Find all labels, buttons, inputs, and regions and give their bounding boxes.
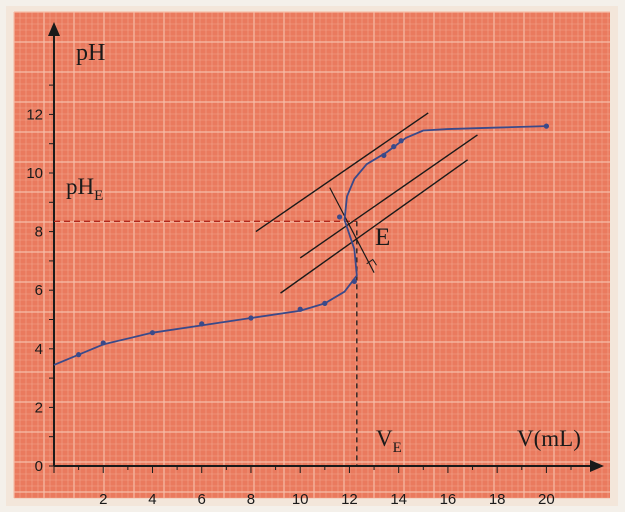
equivalence-guides xyxy=(54,187,377,466)
data-point xyxy=(351,278,357,285)
data-point xyxy=(543,123,550,129)
grid-lines xyxy=(13,11,610,499)
y-tick-label: 2 xyxy=(35,399,43,416)
ph-e-main: pH xyxy=(66,174,94,199)
x-tick-label: 2 xyxy=(99,491,107,508)
ph-e-subscript: E xyxy=(94,188,103,204)
y-tick-label: 10 xyxy=(26,165,43,182)
titration-curve xyxy=(53,125,547,366)
x-axis-label: V(mL) xyxy=(517,426,581,451)
x-tick-label: 8 xyxy=(247,491,255,508)
tick-marks: 2 4 6 8 10 12 14 16 18 20 0 2 4 6 8 10 12 xyxy=(26,84,572,508)
data-point xyxy=(199,321,205,327)
tangent-lines xyxy=(255,112,478,294)
y-tick-label: 0 xyxy=(35,458,43,475)
v-e-subscript: E xyxy=(393,440,402,456)
data-point xyxy=(336,214,343,220)
v-e-main: V xyxy=(376,426,393,451)
titration-curve-group xyxy=(53,125,547,366)
y-axis-arrow xyxy=(48,22,60,36)
y-tick-label: 12 xyxy=(26,106,43,123)
y-tick-label: 8 xyxy=(35,224,43,241)
data-point xyxy=(398,138,404,144)
data-point xyxy=(322,300,328,306)
v-e-label: VE xyxy=(376,426,402,456)
axis-labels: pH V(mL) pHE VE E xyxy=(66,40,581,456)
plot-background xyxy=(14,12,610,498)
x-tick-label: 10 xyxy=(292,491,309,508)
data-point xyxy=(100,340,106,346)
x-tick-label: 16 xyxy=(440,491,457,508)
data-point xyxy=(149,330,156,336)
tangent-line xyxy=(255,112,429,233)
data-point xyxy=(248,315,254,321)
data-points xyxy=(76,123,550,358)
tangent-line xyxy=(280,159,469,294)
data-point xyxy=(297,306,303,312)
perpendicular-marker xyxy=(329,187,375,273)
x-tick-label: 6 xyxy=(198,491,206,508)
data-point xyxy=(391,144,397,150)
equivalence-point-label: E xyxy=(375,224,390,251)
x-tick-label: 20 xyxy=(538,491,555,508)
y-tick-label: 6 xyxy=(35,282,43,299)
ph-e-label: pHE xyxy=(66,174,103,204)
data-point xyxy=(381,152,387,159)
y-axis-label: pH xyxy=(76,40,105,66)
y-tick-label: 4 xyxy=(35,341,43,358)
right-angle-marker xyxy=(366,258,377,266)
x-tick-label: 12 xyxy=(341,491,358,508)
x-tick-label: 18 xyxy=(489,491,506,508)
x-axis-arrow xyxy=(590,460,604,472)
tangent-line xyxy=(299,134,478,259)
x-tick-label: 4 xyxy=(148,491,156,508)
x-tick-label: 14 xyxy=(390,491,407,508)
data-point xyxy=(76,352,82,358)
